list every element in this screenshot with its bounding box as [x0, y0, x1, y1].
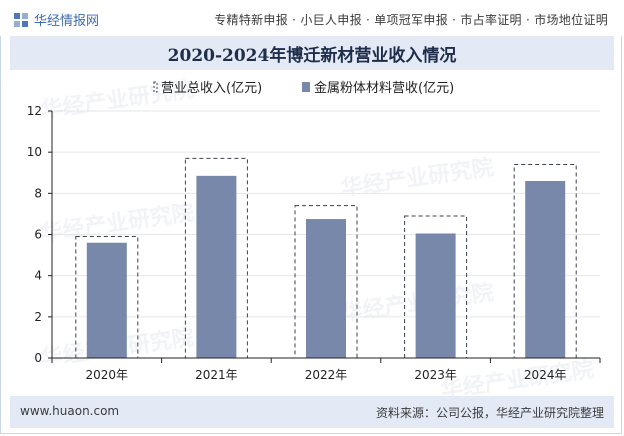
gridlines — [52, 110, 600, 318]
source-note: 资料来源：公司公报，华经产业研究院整理 — [375, 406, 604, 420]
service-links[interactable]: 专精特新申报 · 小巨人申报 · 单项冠军申报 · 市占率证明 · 市场地位证明 — [214, 13, 608, 27]
legend-swatch-total — [153, 81, 158, 93]
y-tick-label: 8 — [34, 186, 42, 200]
bar-metal-powder-revenue — [86, 242, 127, 358]
y-tick-label: 4 — [34, 269, 42, 283]
bars — [75, 157, 577, 359]
x-tick-label: 2021年 — [195, 368, 238, 382]
bar-metal-powder-revenue — [306, 219, 346, 358]
y-axis: 0 2 4 6 8 10 12 — [27, 104, 53, 365]
legend: 营业总收入(亿元) 金属粉体材料营收(亿元) — [153, 80, 454, 96]
bar-metal-powder-revenue — [196, 175, 237, 358]
legend-label-metal-powder: 金属粉体材料营收(亿元) — [314, 80, 454, 96]
x-tick-label: 2022年 — [305, 368, 348, 382]
y-tick-label: 2 — [34, 310, 42, 324]
logo-icon — [14, 12, 28, 27]
bar-metal-powder-revenue — [415, 233, 456, 358]
y-tick-label: 6 — [34, 228, 42, 242]
x-tick-label: 2024年 — [524, 368, 567, 382]
bar-total-revenue — [513, 164, 577, 359]
chart-title: 2020-2024年博迁新材营业收入情况 — [167, 45, 457, 66]
bar-total-revenue — [404, 215, 468, 359]
x-tick-label: 2023年 — [414, 368, 457, 382]
website-link[interactable]: www.huaon.com — [20, 404, 120, 418]
brand-logo[interactable]: 华经情报网 — [14, 10, 99, 29]
bar-total-revenue — [75, 236, 139, 359]
y-tick-label: 12 — [27, 104, 42, 118]
bar-metal-powder-revenue — [525, 180, 566, 358]
title-bar: 2020-2024年博迁新材营业收入情况 — [10, 36, 614, 70]
legend-swatch-metal-powder — [302, 82, 310, 92]
x-axis: 2020年 2021年 2022年 2023年 2024年 — [51, 357, 601, 382]
legend-label-total: 营业总收入(亿元) — [161, 81, 262, 96]
y-tick-label: 10 — [27, 145, 42, 159]
brand-name: 华经情报网 — [34, 14, 100, 29]
footer-bar: www.huaon.com 资料来源：公司公报，华经产业研究院整理 — [10, 396, 614, 428]
y-tick-label: 0 — [34, 351, 42, 365]
top-bar: 华经情报网 专精特新申报 · 小巨人申报 · 单项冠军申报 · 市占率证明 · … — [0, 0, 624, 36]
bar-total-revenue — [184, 157, 248, 359]
x-tick-label: 2020年 — [86, 368, 129, 382]
